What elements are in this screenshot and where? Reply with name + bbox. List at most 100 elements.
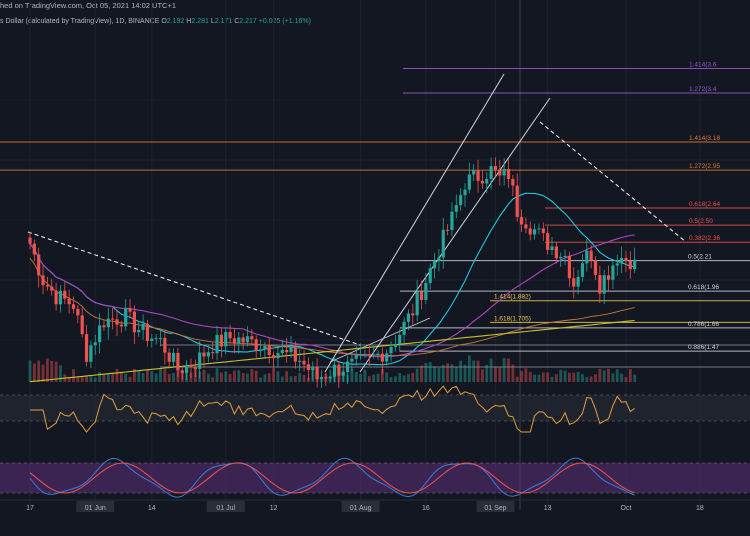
candle-body bbox=[380, 353, 384, 362]
volume-bar bbox=[41, 364, 45, 382]
volume-bar bbox=[546, 372, 550, 382]
volume-bar bbox=[433, 366, 436, 382]
volume-bar bbox=[485, 364, 489, 382]
candle-body bbox=[615, 263, 619, 266]
candle-body bbox=[354, 355, 358, 359]
candle-body bbox=[98, 325, 102, 343]
candle-body bbox=[132, 311, 136, 333]
volume-bar bbox=[89, 374, 93, 382]
candle-body bbox=[211, 352, 215, 354]
volume-bar bbox=[137, 371, 141, 382]
volume-bar bbox=[285, 371, 289, 382]
candle-body bbox=[71, 304, 76, 309]
candle-body bbox=[498, 170, 502, 176]
candle-body bbox=[67, 298, 71, 305]
candle-body bbox=[624, 257, 628, 262]
volume-bar bbox=[568, 372, 571, 382]
candle-body bbox=[446, 229, 450, 231]
candles bbox=[28, 157, 637, 389]
candle-body bbox=[41, 275, 45, 286]
candle-body bbox=[180, 370, 184, 373]
candle-body bbox=[602, 275, 606, 294]
volume-bar bbox=[520, 370, 523, 382]
fib-label-2: 1.414(3.18 bbox=[689, 135, 720, 142]
candle-body bbox=[524, 224, 528, 229]
volume-bar bbox=[437, 367, 441, 382]
candle-body bbox=[267, 345, 271, 356]
fib-label-0: 1.414(3.6 bbox=[689, 62, 717, 69]
volume-bar bbox=[385, 372, 389, 382]
candle-body bbox=[367, 354, 371, 356]
volume-bar bbox=[293, 375, 297, 382]
candle-body bbox=[515, 185, 519, 217]
candle-body bbox=[633, 259, 637, 270]
candle-body bbox=[193, 367, 197, 369]
volume-bar bbox=[119, 372, 123, 382]
candle-body bbox=[128, 308, 132, 312]
candle-body bbox=[293, 347, 297, 362]
candle-body bbox=[228, 331, 232, 339]
candle-body bbox=[145, 323, 150, 341]
axis-label-box-7 bbox=[476, 501, 515, 512]
volume-bar bbox=[415, 368, 419, 382]
fib-labels: 1.414(3.6 1.272(3.4 1.414(3.18 1.272(2.95 0.… bbox=[494, 62, 720, 352]
volume-bar bbox=[511, 364, 515, 382]
volume-bar bbox=[233, 370, 236, 382]
candle-body bbox=[263, 345, 267, 350]
candle-body bbox=[58, 290, 63, 305]
candle-body bbox=[585, 250, 589, 264]
candle-body bbox=[428, 268, 432, 283]
open-value: 2.192 bbox=[166, 18, 185, 25]
volume-bar bbox=[398, 373, 402, 382]
candle-body bbox=[506, 168, 511, 180]
candle-body bbox=[28, 237, 32, 244]
candle-body bbox=[415, 291, 419, 316]
stoch-band bbox=[0, 463, 750, 493]
candle-body bbox=[311, 366, 315, 371]
candle-body bbox=[493, 166, 498, 171]
candle-body bbox=[519, 216, 524, 225]
volume-bar bbox=[446, 363, 449, 382]
volume-bar bbox=[450, 364, 454, 382]
candle-body bbox=[302, 360, 306, 365]
candle-body bbox=[402, 321, 406, 335]
candle-body bbox=[546, 233, 550, 250]
high-value: 2.281 bbox=[191, 18, 209, 25]
candle-body bbox=[593, 260, 598, 276]
volume-bar bbox=[202, 369, 206, 382]
volume-bar bbox=[359, 374, 362, 382]
stoch-rsi-pane bbox=[0, 457, 750, 498]
candle-body bbox=[550, 246, 554, 250]
ema-20-line bbox=[29, 192, 635, 366]
volume-bar bbox=[146, 368, 149, 382]
axis-label-box-3 bbox=[206, 501, 245, 512]
candle-body bbox=[63, 290, 67, 299]
volume-bar bbox=[50, 360, 54, 382]
candle-body bbox=[215, 334, 219, 354]
volume-bar bbox=[598, 368, 602, 382]
candle-body bbox=[280, 349, 284, 354]
candle-body bbox=[150, 338, 154, 341]
volume-bar bbox=[615, 369, 619, 382]
symbol-info-line: s Dollar (calculated by TradingView), 1D… bbox=[0, 17, 311, 27]
volume-bar bbox=[241, 372, 245, 382]
candle-body bbox=[350, 358, 354, 362]
candle-body bbox=[620, 257, 624, 264]
candle-body bbox=[324, 377, 328, 379]
candle-body bbox=[528, 228, 532, 235]
fib-label-12: 0.886(1.47 bbox=[688, 344, 719, 351]
high-label: H bbox=[186, 18, 192, 25]
candle-body bbox=[480, 180, 484, 184]
fib-label-1: 1.272(3.4 bbox=[689, 86, 717, 93]
candle-body bbox=[432, 260, 437, 269]
volume-bar bbox=[463, 364, 467, 382]
volume-bar bbox=[289, 376, 293, 382]
volume-bar bbox=[489, 358, 493, 382]
candle-body bbox=[376, 353, 380, 355]
candle-body bbox=[158, 337, 163, 339]
volume-bar bbox=[611, 373, 615, 382]
volume-bar bbox=[254, 370, 258, 382]
volume-bar bbox=[154, 373, 158, 382]
volume-bar bbox=[98, 371, 101, 382]
